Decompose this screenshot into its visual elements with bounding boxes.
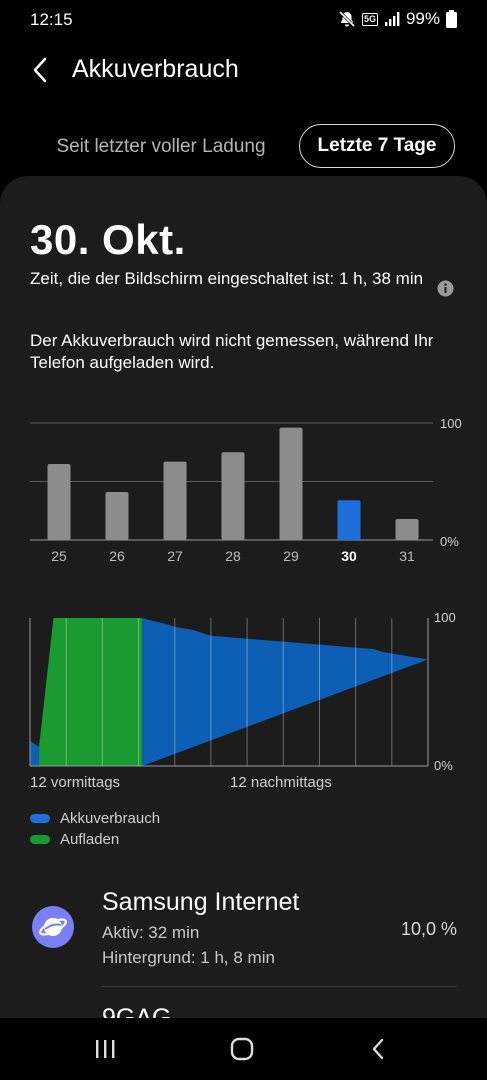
screen-on-time: Zeit, die der Bildschirm eingeschaltet i…: [30, 269, 424, 288]
daily-x-label-29: 29: [283, 548, 299, 564]
daily-bar-27[interactable]: [163, 461, 187, 540]
daily-bar-26[interactable]: [105, 492, 129, 540]
app-active-time: Aktiv: 32 min: [102, 923, 200, 942]
level-y-label-min: 0%: [434, 758, 453, 773]
navigation-bar: [0, 1018, 487, 1080]
status-icons: 5G 99%: [338, 9, 457, 29]
legend-label-charging: Aufladen: [60, 831, 120, 848]
status-time: 12:15: [30, 10, 73, 29]
daily-x-label-31: 31: [399, 548, 415, 564]
daily-y-label-max: 100: [440, 416, 462, 431]
usage-area: [142, 618, 428, 766]
selected-date: 30. Okt.: [30, 216, 186, 263]
chart-legend: Akkuverbrauch Aufladen: [30, 808, 160, 850]
mute-icon: [338, 10, 356, 28]
app-name: Samsung Internet: [102, 888, 300, 916]
battery-icon: [446, 10, 457, 28]
legend-item-charging: Aufladen: [30, 829, 160, 850]
daily-y-label-min: 0%: [440, 534, 459, 549]
daily-x-label-27: 27: [167, 548, 183, 564]
charging-notice: Der Akkuverbrauch wird nicht gemessen, w…: [30, 331, 434, 372]
back-button[interactable]: [22, 52, 58, 88]
daily-x-label-30: 30: [341, 548, 357, 564]
info-icon[interactable]: [437, 280, 454, 302]
legend-swatch-usage: [30, 814, 50, 823]
legend-swatch-charging: [30, 835, 50, 844]
daily-bar-30[interactable]: [337, 500, 361, 540]
home-button[interactable]: [222, 1032, 262, 1066]
tab-since-last-full-charge[interactable]: Seit letzter voller Ladung: [56, 136, 266, 157]
battery-usage-card: 30. Okt. Zeit, die der Bildschirm einges…: [0, 176, 487, 1080]
daily-bar-25[interactable]: [47, 463, 71, 540]
daily-x-label-28: 28: [225, 548, 241, 564]
signal-icon: [384, 12, 400, 26]
tab-last-7-days[interactable]: Letzte 7 Tage: [299, 124, 455, 168]
samsung-internet-icon: [32, 906, 74, 948]
charging-area: [39, 618, 143, 766]
battery-percent: 99%: [405, 9, 440, 28]
daily-bar-29[interactable]: [279, 427, 303, 540]
daily-bar-31[interactable]: [395, 518, 419, 540]
back-nav-icon: [372, 1038, 384, 1060]
level-x-label-noon: 12 nachmittags: [230, 774, 332, 791]
daily-usage-chart: 25 26 27 28 29 30 31 100 0%: [30, 416, 462, 564]
chevron-left-icon: [33, 57, 47, 83]
daily-x-label-26: 26: [109, 548, 125, 564]
app-usage-row[interactable]: Samsung Internet Aktiv: 32 min Hintergru…: [0, 876, 487, 1032]
network-type: 5G: [361, 12, 378, 26]
legend-label-usage: Akkuverbrauch: [60, 810, 161, 827]
daily-x-label-25: 25: [51, 548, 67, 564]
back-nav-button[interactable]: [358, 1032, 398, 1066]
row-divider: [102, 986, 457, 987]
page-title: Akkuverbrauch: [72, 55, 239, 83]
legend-item-usage: Akkuverbrauch: [30, 808, 160, 829]
recent-apps-button[interactable]: [85, 1032, 125, 1066]
battery-level-chart: 100 0% 12 vormittags 12 nachmittags: [29, 610, 456, 791]
level-y-label-max: 100: [434, 610, 456, 625]
app-background-time: Hintergrund: 1 h, 8 min: [102, 948, 275, 967]
usage-area-start: [30, 740, 40, 766]
level-x-label-midnight: 12 vormittags: [30, 774, 120, 791]
home-icon: [230, 1037, 254, 1061]
recent-apps-icon: [96, 1040, 115, 1058]
app-usage-percent: 10,0 %: [400, 919, 457, 939]
daily-bar-28[interactable]: [221, 452, 245, 540]
